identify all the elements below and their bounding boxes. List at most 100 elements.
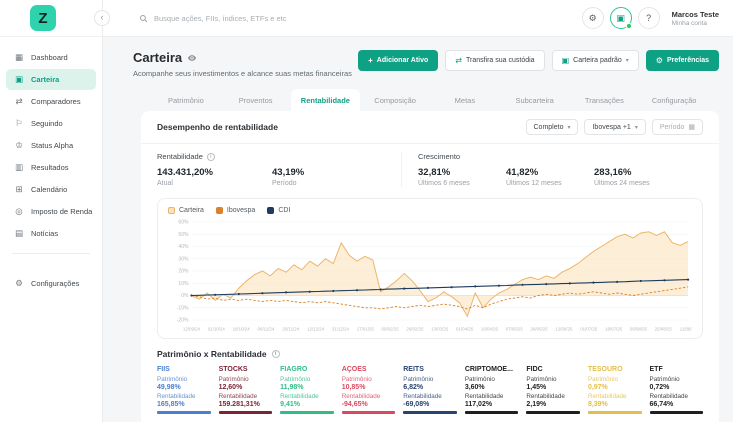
asset-class-bar <box>280 411 334 414</box>
sidebar-divider <box>12 253 90 254</box>
sidebar-item-calendario[interactable]: ⊞ Calendário <box>6 179 96 200</box>
svg-text:06/08/25: 06/08/25 <box>630 326 648 331</box>
default-portfolio-dropdown[interactable]: ▣ Carteira padrão ▾ <box>551 50 639 71</box>
info-icon[interactable]: i <box>271 350 280 358</box>
legend-item-carteira[interactable]: Carteira <box>168 207 204 214</box>
sidebar-item-dashboard[interactable]: ▦ Dashboard <box>6 47 96 68</box>
metric-caption: Período <box>272 180 297 187</box>
tab-transacoes[interactable]: Transações <box>584 96 624 105</box>
asset-class-name: STOCKS <box>218 366 248 373</box>
svg-text:25/08/25: 25/08/25 <box>655 326 673 331</box>
metric-caption: Últimos 12 meses <box>506 180 562 187</box>
sidebar-item-imposto-de-renda[interactable]: ◎ Imposto de Renda <box>6 201 96 222</box>
asset-class-bar <box>649 411 704 414</box>
sidebar-item-label: Imposto de Renda <box>31 207 93 216</box>
sidebar-item-resultados[interactable]: ▥ Resultados <box>6 157 96 178</box>
tab-bar: Patrimônio Proventos Rentabilidade Composiç… <box>141 89 719 111</box>
eye-icon[interactable] <box>187 53 197 63</box>
period-filter-label: Período <box>659 123 685 131</box>
benchmark-filter-dropdown[interactable]: Ibovespa +1 ▾ <box>584 119 646 135</box>
help-icon: ? <box>646 13 652 23</box>
user-menu[interactable]: Marcos Teste Minha conta <box>672 10 719 27</box>
performance-title: Desempenho de rentabilidade <box>157 122 278 132</box>
rentabilidade-metrics: 143.431,20% Atual 43,19% Período <box>157 167 387 187</box>
rentabilidade-label: Rentabilidade <box>157 393 196 400</box>
allocation-column-fiis[interactable]: FIIS Patrimônio 49,98% Rentabilidade 165,85% <box>157 366 211 414</box>
tab-patrimonio[interactable]: Patrimônio <box>167 96 204 105</box>
performance-filters: Completo ▾ Ibovespa +1 ▾ Período ▦ <box>525 119 703 135</box>
asset-class-name: FIIS <box>157 366 170 373</box>
status-dot <box>625 23 632 29</box>
sidebar-item-status-alpha[interactable]: ♔ Status Alpha <box>6 135 96 156</box>
preferences-button[interactable]: ⚙ Preferências <box>645 50 719 71</box>
tab-rentabilidade[interactable]: Rentabilidade <box>290 89 361 111</box>
metric-value: 283,16% <box>594 167 632 178</box>
svg-text:16/04/25: 16/04/25 <box>481 326 499 331</box>
legend-item-cdi[interactable]: CDI <box>267 207 290 214</box>
asset-class-bar <box>341 411 396 414</box>
sidebar-item-label: Status Alpha <box>31 141 74 150</box>
view-filter-dropdown[interactable]: Completo ▾ <box>525 119 579 135</box>
allocation-column-fiagro[interactable]: FIAGRO Patrimônio 11,98% Rentabilidade 9,41% <box>280 366 334 414</box>
patrimonio-value: 1,45% <box>526 384 547 391</box>
calendario-icon: ⊞ <box>15 184 23 194</box>
sidebar-item-seguindo[interactable]: ⚐ Seguindo <box>6 113 96 134</box>
tab-configuracao[interactable]: Configuração <box>651 96 697 105</box>
transfer-custody-label: Transfira sua custódia <box>465 57 535 64</box>
patrimonio-value: 49,98% <box>157 384 181 391</box>
sidebar-item-noticias[interactable]: ▤ Notícias <box>6 223 96 244</box>
info-icon[interactable]: i <box>206 152 215 161</box>
user-subtitle: Minha conta <box>671 19 708 27</box>
sidebar-item-label: Calendário <box>31 185 68 194</box>
allocation-column-reits[interactable]: REITS Patrimônio 6,82% Rentabilidade -69,08% <box>403 366 457 414</box>
allocation-column-stocks[interactable]: STOCKS Patrimônio 12,60% Rentabilidade 159.2… <box>218 366 273 414</box>
sidebar-item-comparadores[interactable]: ⇄ Comparadores <box>6 91 96 112</box>
patrimonio-label: Patrimônio <box>526 376 557 383</box>
svg-text:01/10/24: 01/10/24 <box>208 326 226 331</box>
svg-text:17/01/25: 17/01/25 <box>357 326 375 331</box>
rentabilidade-value: 2,19% <box>526 401 547 408</box>
search-input[interactable] <box>154 13 344 23</box>
page-header: Carteira Acompanhe seus investimentos e … <box>103 37 733 78</box>
patrimonio-value: 3,60% <box>464 384 485 391</box>
asset-class-name: ETF <box>649 366 663 373</box>
sidebar-item-configuracoes[interactable]: ⚙ Configurações <box>6 273 96 294</box>
svg-text:07/05/25: 07/05/25 <box>506 326 524 331</box>
settings-button[interactable]: ⚙ <box>581 7 604 29</box>
sidebar-item-carteira[interactable]: ▣ Carteira <box>6 69 96 90</box>
svg-text:20%: 20% <box>178 269 189 275</box>
allocation-column-acoes[interactable]: AÇÕES Patrimônio 10,85% Rentabilidade -94,65… <box>341 366 396 414</box>
rentabilidade-value: 8,39% <box>587 401 608 408</box>
tab-metas[interactable]: Metas <box>454 96 476 105</box>
period-filter-button[interactable]: Período ▦ <box>651 119 703 135</box>
patrimonio-label: Patrimônio <box>464 376 495 383</box>
legend-item-ibovespa[interactable]: Ibovespa <box>215 207 255 214</box>
rentabilidade-label: Rentabilidade <box>341 393 381 400</box>
allocation-column-fidc[interactable]: FIDC Patrimônio 1,45% Rentabilidade 2,19% <box>526 366 580 414</box>
add-asset-button[interactable]: + Adicionar Ativo <box>358 50 439 71</box>
sidebar-item-label: Resultados <box>31 163 69 172</box>
tab-composicao[interactable]: Composição <box>374 96 416 105</box>
transfer-custody-button[interactable]: ⇄ Transfira sua custódia <box>445 50 545 71</box>
tab-subcarteira[interactable]: Subcarteira <box>515 96 554 105</box>
portfolio-button[interactable]: ▣ <box>609 7 632 29</box>
patrimonio-value: 0,72% <box>649 384 670 391</box>
page-subtitle: Acompanhe seus investimentos e alcance s… <box>133 69 352 78</box>
transfer-icon: ⇄ <box>455 56 462 65</box>
metric-value: 43,19% <box>272 167 305 178</box>
allocation-column-etf[interactable]: ETF Patrimônio 0,72% Rentabilidade 66,74% <box>649 366 704 414</box>
sidebar-collapse-button[interactable]: ‹ <box>94 10 110 26</box>
allocation-column-criptomoe[interactable]: CRIPTOMOE... Patrimônio 3,60% Rentabilidade… <box>464 366 519 414</box>
asset-class-bar <box>587 411 642 414</box>
sidebar: Z ‹ ▦ Dashboard ▣ Carteira ⇄ Comparadores ⚐ Seg… <box>0 0 110 422</box>
tab-proventos[interactable]: Proventos <box>238 96 273 105</box>
patrimonio-label: Patrimônio <box>341 376 372 383</box>
global-search <box>139 13 344 23</box>
configuracoes-icon: ⚙ <box>15 278 23 288</box>
brand-logo[interactable]: Z <box>30 5 56 31</box>
rentabilidade-value: 159.281,31% <box>218 401 260 408</box>
allocation-column-tesouro[interactable]: TESOURO Patrimônio 0,97% Rentabilidade 8,39% <box>587 366 642 414</box>
help-button[interactable]: ? <box>637 7 660 29</box>
patrimonio-value: 11,98% <box>280 384 304 391</box>
